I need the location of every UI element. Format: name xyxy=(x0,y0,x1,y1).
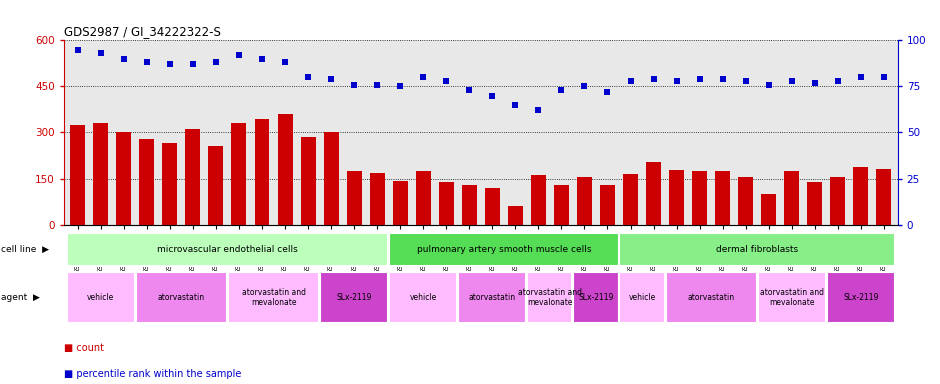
Bar xyxy=(623,174,638,225)
Text: microvascular endothelial cells: microvascular endothelial cells xyxy=(157,245,298,254)
Text: agent  ▶: agent ▶ xyxy=(1,293,39,302)
Bar xyxy=(527,272,572,323)
Bar xyxy=(485,188,500,225)
Bar xyxy=(554,185,569,225)
Bar xyxy=(163,143,178,225)
Text: atorvastatin: atorvastatin xyxy=(687,293,735,302)
Text: dermal fibroblasts: dermal fibroblasts xyxy=(716,245,798,254)
Bar xyxy=(807,182,822,225)
Bar xyxy=(369,173,384,225)
Bar xyxy=(393,181,408,225)
Bar xyxy=(619,233,895,266)
Bar xyxy=(70,125,86,225)
Text: cell line  ▶: cell line ▶ xyxy=(1,245,49,254)
Bar xyxy=(784,171,799,225)
Text: SLx-2119: SLx-2119 xyxy=(843,293,879,302)
Bar xyxy=(67,233,388,266)
Text: ■ percentile rank within the sample: ■ percentile rank within the sample xyxy=(64,369,242,379)
Bar xyxy=(389,233,619,266)
Bar xyxy=(139,139,154,225)
Text: SLx-2119: SLx-2119 xyxy=(578,293,614,302)
Bar xyxy=(666,272,757,323)
Bar xyxy=(577,177,592,225)
Bar xyxy=(117,132,132,225)
Text: SLx-2119: SLx-2119 xyxy=(337,293,372,302)
Bar xyxy=(231,123,246,225)
Bar xyxy=(462,185,477,225)
Bar xyxy=(209,146,224,225)
Bar xyxy=(827,272,895,323)
Bar xyxy=(389,272,458,323)
Bar xyxy=(277,114,292,225)
Bar xyxy=(619,272,665,323)
Bar xyxy=(347,171,362,225)
Bar xyxy=(854,167,869,225)
Bar xyxy=(415,171,431,225)
Text: GDS2987 / GI_34222322-S: GDS2987 / GI_34222322-S xyxy=(64,25,221,38)
Text: atorvastatin and
mevalonate: atorvastatin and mevalonate xyxy=(518,288,582,307)
Text: pulmonary artery smooth muscle cells: pulmonary artery smooth muscle cells xyxy=(416,245,591,254)
Bar xyxy=(458,272,526,323)
Bar xyxy=(600,185,615,225)
Bar xyxy=(439,182,454,225)
Text: vehicle: vehicle xyxy=(410,293,437,302)
Text: atorvastatin and
mevalonate: atorvastatin and mevalonate xyxy=(760,288,823,307)
Text: ■ count: ■ count xyxy=(64,343,104,353)
Text: atorvastatin: atorvastatin xyxy=(158,293,205,302)
Text: atorvastatin and
mevalonate: atorvastatin and mevalonate xyxy=(242,288,306,307)
Bar xyxy=(508,206,523,225)
Bar xyxy=(67,272,134,323)
Text: vehicle: vehicle xyxy=(629,293,656,302)
Bar xyxy=(692,171,707,225)
Bar xyxy=(761,194,776,225)
Bar xyxy=(531,175,546,225)
Bar xyxy=(669,170,684,225)
Bar xyxy=(135,272,227,323)
Bar xyxy=(646,162,661,225)
Bar xyxy=(301,137,316,225)
Bar xyxy=(320,272,388,323)
Bar xyxy=(573,272,619,323)
Bar xyxy=(830,177,845,225)
Bar xyxy=(255,119,270,225)
Text: atorvastatin: atorvastatin xyxy=(469,293,516,302)
Bar xyxy=(323,132,338,225)
Bar xyxy=(227,272,319,323)
Bar xyxy=(738,177,753,225)
Text: vehicle: vehicle xyxy=(87,293,115,302)
Bar xyxy=(758,272,826,323)
Bar xyxy=(876,169,891,225)
Bar xyxy=(185,129,200,225)
Bar xyxy=(93,123,108,225)
Bar xyxy=(715,172,730,225)
